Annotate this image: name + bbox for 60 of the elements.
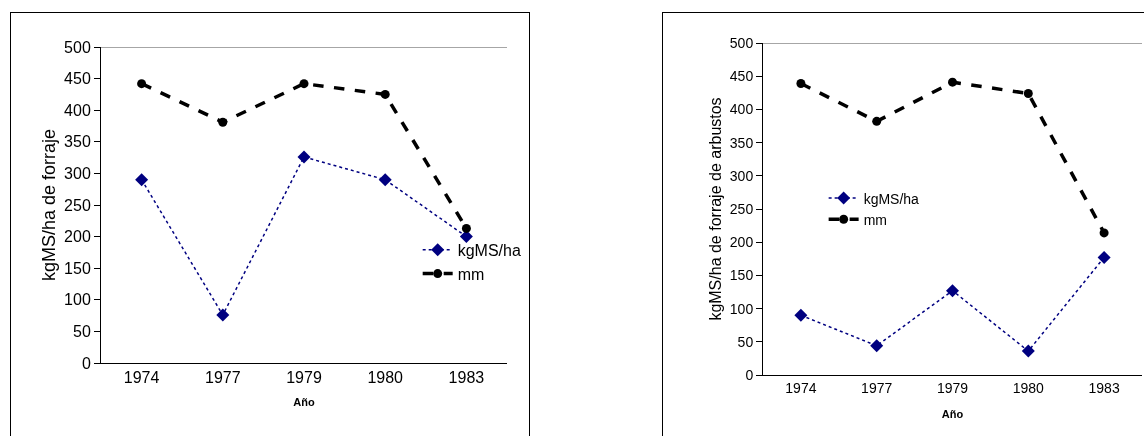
point [794,308,808,322]
point [380,89,390,99]
point [461,223,471,233]
y-tick-label: 0 [745,366,754,383]
point [1097,250,1111,264]
y-tick-label: 500 [729,34,754,51]
y-tick-label: 200 [64,228,91,246]
x-tick-label: 1983 [1088,379,1120,396]
y-tick-label: 350 [729,134,754,151]
y-tick-label: 150 [729,267,754,284]
x-tick-label: 1977 [861,379,893,396]
x-axis-title: Año [293,396,315,408]
x-tick-label: 1974 [785,379,817,396]
x-tick-label: 1979 [936,379,969,396]
y-tick-label: 300 [64,165,91,182]
point [297,150,311,164]
point [299,79,309,89]
y-tick-label: 500 [64,38,91,56]
point [870,339,884,353]
point [218,117,228,127]
point [872,116,882,126]
y-tick-label: 100 [729,300,754,317]
x-tick-label: 1983 [448,369,485,387]
y-tick-label: 50 [73,323,91,340]
point [1023,88,1033,98]
point [948,77,957,87]
legend-label: kgMS/ha [863,190,920,207]
y-tick-label: 50 [737,333,754,350]
y-tick-label: 450 [729,68,754,85]
y-tick-label: 400 [729,101,754,118]
point [1021,344,1035,358]
y-tick-label: 200 [729,234,754,251]
y-tick-label: 450 [64,70,91,88]
legend-label: kgMS/ha [457,242,521,260]
point [137,79,147,89]
x-axis-title: Año [941,408,964,420]
y-tick-label: 350 [64,133,91,151]
y-tick-label: 300 [729,167,754,184]
y-tick-label: 250 [64,196,91,214]
x-tick-label: 1980 [1012,379,1045,396]
y-tick-label: 100 [64,291,91,309]
point [946,284,959,298]
x-tick-label: 1979 [286,369,322,387]
y-tick-label: 150 [64,259,91,277]
x-tick-label: 1980 [367,369,404,387]
point [459,230,473,244]
point [1099,228,1109,238]
y-axis-title: kgMS/ha de forraje de arbustos [707,97,724,321]
y-axis-title: kgMS/ha de forraje [39,128,59,282]
y-tick-label: 0 [81,354,91,372]
x-tick-label: 1977 [205,369,241,387]
x-tick-label: 1974 [123,369,160,387]
legend-label: mm [863,211,887,228]
y-tick-label: 250 [729,200,754,217]
point [796,79,806,88]
point [378,173,392,187]
legend-label: mm [457,265,485,283]
point [135,173,149,187]
y-tick-label: 400 [64,101,91,119]
point [216,308,230,322]
